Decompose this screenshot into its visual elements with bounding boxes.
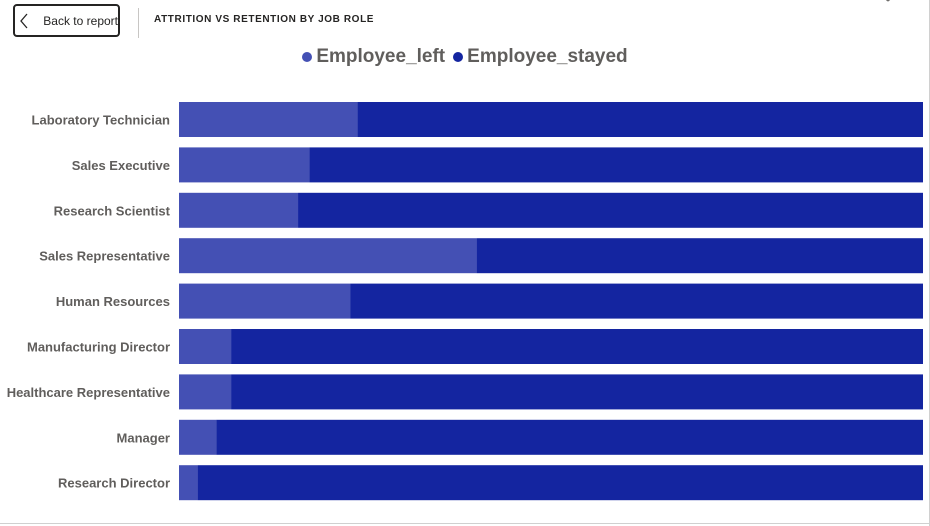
bar-employee-stayed-sales-executive[interactable] bbox=[309, 147, 923, 183]
y-tick-label-human-resources: Human Resources bbox=[56, 294, 170, 309]
bar-employee-stayed-research-scientist[interactable] bbox=[298, 192, 923, 228]
bar-employee-left-research-scientist[interactable] bbox=[179, 192, 299, 228]
bar-employee-stayed-healthcare-representative[interactable] bbox=[231, 374, 923, 410]
legend-label-employee-left: Employee_left bbox=[316, 46, 446, 67]
back-to-report-button[interactable]: Back to report bbox=[13, 4, 120, 37]
legend-label-employee-stayed: Employee_stayed bbox=[467, 46, 628, 67]
back-to-report-label: Back to report bbox=[43, 13, 118, 28]
bar-employee-left-laboratory-technician[interactable] bbox=[179, 102, 358, 137]
bar-employee-stayed-human-resources[interactable] bbox=[350, 283, 923, 319]
chart-legend: Employee_left Employee_stayed bbox=[0, 46, 930, 68]
bar-employee-left-human-resources[interactable] bbox=[179, 283, 351, 319]
legend-item-employee-stayed[interactable]: Employee_stayed bbox=[453, 46, 628, 68]
bar-employee-stayed-research-director[interactable] bbox=[197, 465, 924, 501]
bar-employee-stayed-manager[interactable] bbox=[216, 419, 923, 455]
bar-employee-left-healthcare-representative[interactable] bbox=[179, 374, 232, 410]
chevron-left-icon bbox=[17, 4, 38, 37]
y-tick-label-research-scientist: Research Scientist bbox=[54, 203, 171, 218]
bar-employee-left-manager[interactable] bbox=[179, 419, 217, 455]
y-tick-label-sales-representative: Sales Representative bbox=[39, 249, 170, 264]
legend-item-employee-left[interactable]: Employee_left bbox=[302, 46, 445, 68]
bar-employee-stayed-laboratory-technician[interactable] bbox=[357, 102, 923, 137]
y-tick-label-research-director: Research Director bbox=[58, 476, 170, 491]
chart-title: ATTRITION VS RETENTION BY JOB ROLE bbox=[154, 14, 375, 25]
bar-employee-stayed-sales-representative[interactable] bbox=[476, 238, 923, 274]
bar-employee-left-sales-representative[interactable] bbox=[179, 238, 477, 274]
bar-employee-left-manufacturing-director[interactable] bbox=[179, 329, 232, 364]
legend-marker-employee-left bbox=[302, 52, 313, 62]
bar-employee-stayed-manufacturing-director[interactable] bbox=[231, 329, 923, 364]
visual-bottom-border bbox=[0, 523, 930, 524]
bar-employee-left-sales-executive[interactable] bbox=[179, 147, 310, 183]
y-tick-label-laboratory-technician: Laboratory Technician bbox=[32, 113, 171, 128]
y-tick-label-sales-executive: Sales Executive bbox=[72, 158, 170, 173]
y-tick-label-healthcare-representative: Healthcare Representative bbox=[7, 385, 170, 400]
legend-marker-employee-stayed bbox=[453, 52, 464, 62]
header-divider bbox=[138, 8, 139, 38]
y-tick-label-manager: Manager bbox=[117, 430, 170, 445]
y-tick-label-manufacturing-director: Manufacturing Director bbox=[27, 340, 170, 355]
corner-mark-icon bbox=[885, 0, 891, 2]
bar-employee-left-research-director[interactable] bbox=[179, 465, 198, 501]
